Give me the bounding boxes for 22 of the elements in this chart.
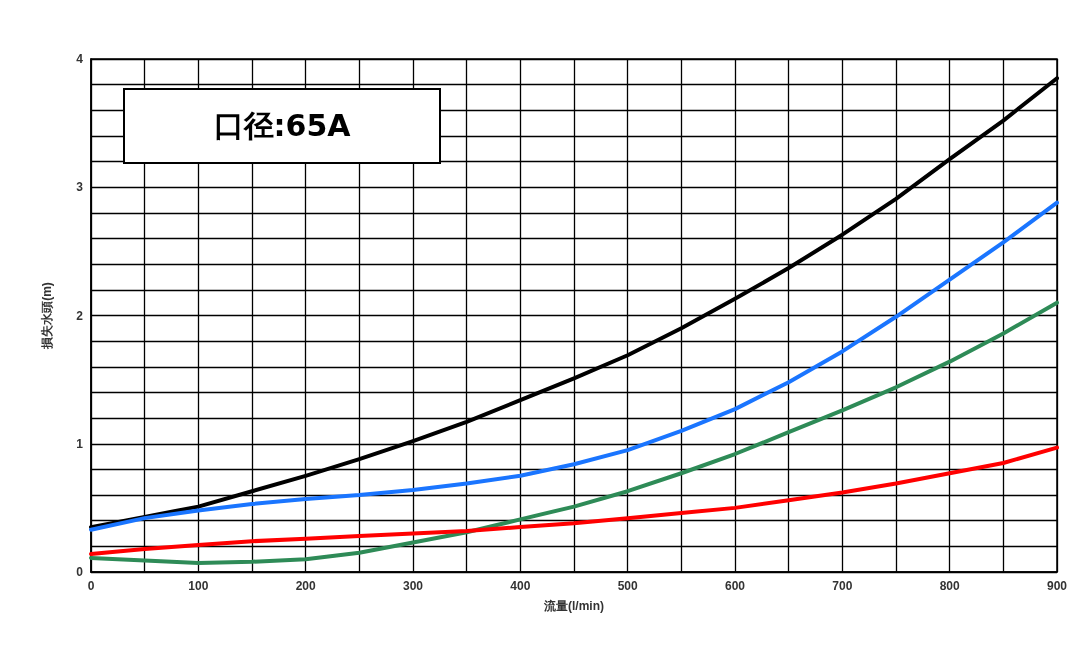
x-tick-label: 300 [402, 579, 424, 593]
x-tick-label: 800 [939, 579, 960, 593]
line-series [89, 300, 1059, 566]
x-tick-label: 600 [724, 579, 746, 593]
y-tick-label: 2 [76, 308, 84, 323]
x-tick-label: 200 [295, 579, 316, 593]
line-series [89, 445, 1059, 557]
x-tick-label: 900 [1046, 579, 1068, 593]
x-tick-label: 0 [87, 579, 95, 593]
x-tick-label: 400 [510, 579, 531, 593]
line-series [89, 200, 1059, 532]
caption-box: 口径:65A [123, 88, 441, 164]
y-tick-label: 3 [76, 180, 84, 195]
y-tick-label: 1 [76, 436, 84, 451]
x-tick-label: 700 [832, 579, 853, 593]
y-tick-label: 0 [76, 565, 84, 579]
x-axis-title: 流量(l/min) [543, 599, 604, 613]
x-tick-label: 100 [188, 579, 209, 593]
y-tick-label: 4 [76, 52, 84, 66]
y-axis-title: 損失水頭(m) [40, 282, 54, 350]
annotation: 口径:65A [213, 106, 351, 145]
x-tick-label: 500 [617, 579, 638, 593]
